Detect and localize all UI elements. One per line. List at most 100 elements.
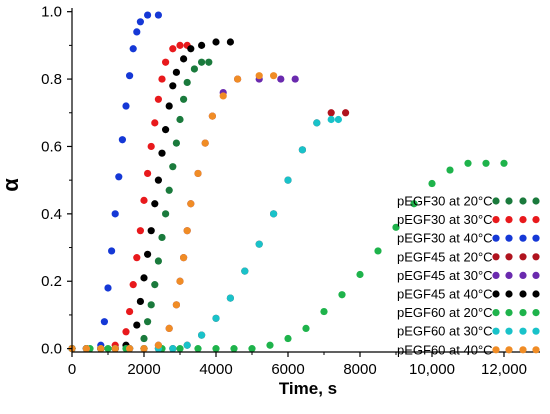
legend-marker (519, 327, 527, 335)
legend-marker (519, 253, 527, 261)
legend-marker (519, 271, 527, 279)
legend-marker (532, 346, 540, 354)
y-tick-label: 0.6 (41, 138, 62, 155)
data-point (183, 341, 191, 349)
data-point (158, 233, 166, 242)
data-point (266, 341, 274, 349)
data-point (147, 142, 155, 151)
data-point (172, 68, 180, 76)
legend-marker (532, 253, 540, 261)
legend-label: pEGF45 at 20°C (397, 249, 493, 264)
data-point (284, 334, 292, 343)
legend-marker (505, 197, 513, 205)
data-point (198, 58, 206, 66)
data-point (190, 65, 198, 73)
data-point (342, 109, 350, 117)
data-point (154, 257, 162, 265)
data-point (172, 301, 180, 309)
data-point (169, 163, 177, 171)
legend-marker (532, 197, 540, 205)
data-point (183, 227, 191, 235)
x-tick-label: 12,000 (481, 361, 527, 378)
legend-marker (492, 309, 500, 317)
data-point (144, 11, 152, 19)
legend-marker (532, 309, 540, 317)
data-point (169, 82, 177, 90)
data-point (118, 136, 126, 144)
data-point (165, 324, 173, 333)
data-point (147, 301, 155, 309)
data-point (111, 210, 119, 218)
data-point (205, 58, 213, 66)
data-point (180, 95, 188, 103)
data-point (154, 341, 162, 349)
data-point (154, 176, 162, 184)
data-point (151, 281, 159, 289)
data-point (140, 345, 148, 353)
data-point (226, 294, 234, 302)
data-point (183, 78, 191, 87)
data-point (140, 196, 148, 204)
x-tick-label: 2000 (127, 361, 160, 378)
legend-marker (492, 234, 500, 242)
data-point (133, 28, 141, 36)
data-point (100, 318, 108, 326)
data-point (327, 115, 335, 124)
legend-marker (505, 271, 513, 279)
data-point (104, 284, 112, 292)
data-point (180, 254, 188, 262)
data-point (147, 227, 155, 235)
data-point (122, 102, 130, 110)
data-point (169, 45, 177, 53)
legend-marker (492, 253, 500, 261)
data-point (133, 321, 141, 329)
data-point (111, 345, 119, 353)
data-point (241, 267, 249, 275)
legend-marker (519, 234, 527, 242)
legend-marker (532, 290, 540, 298)
data-point (187, 200, 195, 208)
legend-marker (505, 309, 513, 317)
legend-marker (519, 197, 527, 205)
data-point (176, 41, 184, 49)
data-point (97, 345, 105, 353)
data-point (144, 250, 152, 258)
data-point (298, 146, 306, 154)
data-point (154, 95, 162, 103)
data-point (169, 345, 177, 353)
data-point (151, 200, 159, 208)
data-point (187, 45, 195, 53)
data-point (126, 345, 134, 353)
data-point (219, 92, 227, 100)
legend-marker (492, 346, 500, 354)
legend-label: pEGF45 at 40°C (397, 287, 493, 302)
data-point (291, 75, 299, 83)
x-tick-label: 0 (68, 361, 76, 378)
data-point (158, 149, 166, 157)
data-point (374, 247, 382, 255)
data-point (334, 115, 342, 124)
y-tick-label: 0.2 (41, 273, 62, 290)
data-point (136, 297, 144, 306)
x-tick-label: 6000 (271, 361, 304, 378)
legend-label: pEGF30 at 20°C (397, 194, 493, 209)
data-point (144, 169, 152, 178)
data-point (115, 173, 123, 181)
legend-marker (505, 216, 513, 224)
data-point (140, 274, 148, 282)
data-point (198, 331, 206, 339)
data-point (255, 72, 263, 80)
y-tick-label: 0.0 (41, 341, 62, 358)
legend-marker (505, 253, 513, 261)
data-point (327, 109, 335, 117)
data-point (108, 247, 116, 255)
data-point (201, 139, 209, 147)
x-axis-title: Time, s (279, 379, 337, 398)
axes: 0 2000 4000 6000 8000 10,000 12,000 0.0 0.2 0.4 0.… (0, 4, 540, 398)
legend-marker (505, 346, 513, 354)
data-point (158, 75, 166, 83)
data-point (500, 159, 508, 167)
data-point (226, 38, 234, 46)
data-point (104, 345, 112, 353)
